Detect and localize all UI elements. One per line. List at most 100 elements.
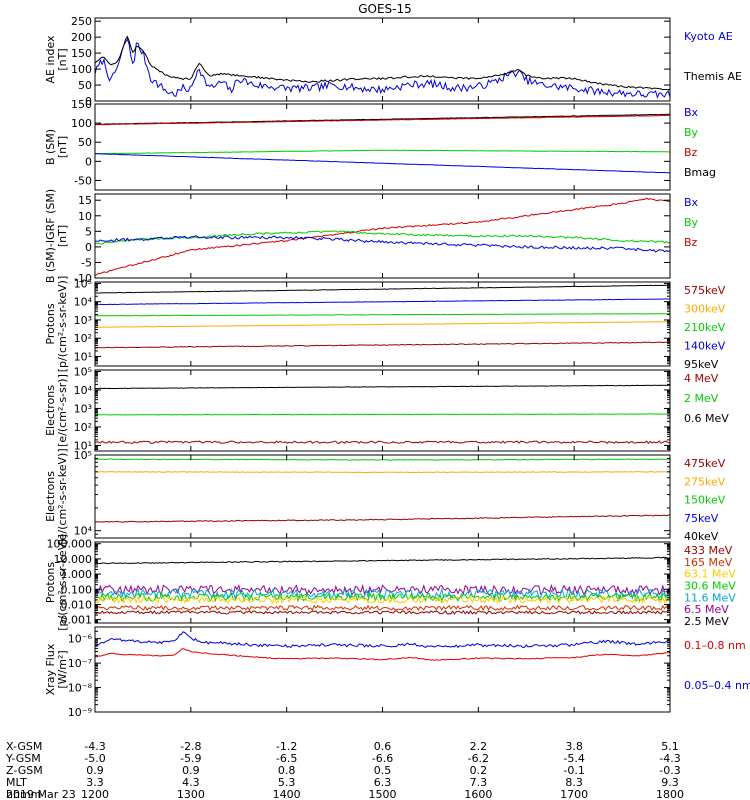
series-protons2-1 <box>95 583 670 596</box>
panel-bsm: -50 0 50 100 150 B (SM) [nT] Bx By Bz Bmag <box>44 98 716 191</box>
legend-entry: Kyoto AE <box>684 30 733 43</box>
y-tick-label: 150 <box>71 47 92 60</box>
legend-entry: 275keV <box>684 475 726 488</box>
xaxis-value: -4.3 <box>659 752 680 765</box>
legend-entry: Bz <box>684 146 698 159</box>
y-tick-label: 10² <box>74 332 92 345</box>
xaxis-value: -2.8 <box>180 740 201 753</box>
legend-entry: Bx <box>684 196 699 209</box>
panel-protons1: 10¹ 10² 10³ 10⁴ 10⁵ Protons [p/(cm²-s-sr-keV)]… <box>44 276 726 373</box>
y-tick-label: 10⁴ <box>74 384 93 397</box>
xaxis-value: 1800 <box>656 788 684 800</box>
xaxis-value: 5.3 <box>278 776 296 789</box>
legend-entry: 140keV <box>684 340 726 353</box>
y-axis-unit: [p/(cm²-s-sr-keV)] <box>56 534 69 631</box>
y-axis-unit: [nT] <box>56 48 69 70</box>
legend-entry: By <box>684 216 699 229</box>
xaxis-value: 9.3 <box>661 776 679 789</box>
series-protons1-4 <box>95 341 670 349</box>
panel-bigrf: -10 -5 0 5 10 15 B (SM)-IGRF (SM) [nT] Bx By Bz <box>44 189 699 285</box>
series-protons2-0 <box>95 556 670 565</box>
xaxis-value: 1700 <box>560 788 588 800</box>
y-tick-label: 10³ <box>74 402 92 415</box>
legend-entry: By <box>684 126 699 139</box>
xaxis-value: 0.5 <box>374 764 392 777</box>
y-tick-label: 0.001 <box>61 614 93 627</box>
xaxis-value: -5.9 <box>180 752 201 765</box>
xaxis-value: 1200 <box>81 788 109 800</box>
y-tick-label: 5 <box>85 225 92 238</box>
series-protons2-6 <box>95 609 670 615</box>
panel-frame <box>94 541 671 624</box>
panel-frame <box>94 454 671 539</box>
panel-frame <box>94 281 671 367</box>
y-tick-label: 10⁵ <box>74 365 92 378</box>
y-tick-label: 10³ <box>74 314 92 327</box>
xaxis-value: -5.0 <box>84 752 105 765</box>
legend-entry: 95keV <box>684 358 719 371</box>
y-tick-label: 10² <box>74 421 92 434</box>
y-tick-label: 0.100 <box>61 583 93 596</box>
y-tick-label: 10.000 <box>54 553 93 566</box>
xaxis-value: 6.3 <box>374 776 392 789</box>
y-tick-label: 10⁻⁹ <box>68 706 92 719</box>
xaxis-value: 5.1 <box>661 740 679 753</box>
y-tick-label: 10¹ <box>74 439 92 452</box>
xaxis-value: -6.6 <box>372 752 393 765</box>
xaxis-row-label: Z-GSM <box>6 764 43 777</box>
xaxis-value: 0.8 <box>278 764 296 777</box>
legend-entry: 0.6 MeV <box>684 412 729 425</box>
y-tick-label: 100 <box>71 63 92 76</box>
y-axis-unit: [p/(cm²-s-sr-keV)] <box>56 276 69 373</box>
legend-entry: 11.6 MeV <box>684 591 736 604</box>
y-tick-label: 0.010 <box>61 598 93 611</box>
legend-entry: 30.6 MeV <box>684 580 736 593</box>
panel-xray: 10⁻⁹ 10⁻⁸ 10⁻⁷ 10⁻⁶ Xray Flux [W/m²] 0.1–0.8 n… <box>44 626 750 719</box>
series-bsm-0 <box>95 113 670 125</box>
y-axis-label: Protons <box>44 303 57 344</box>
y-axis-label: B (SM)-IGRF (SM) <box>44 189 57 283</box>
y-axis-label: Electrons <box>44 471 57 522</box>
y-tick-label: 0 <box>85 241 92 254</box>
series-protons1-1 <box>95 298 670 306</box>
series-electrons2-1 <box>95 470 670 474</box>
series-protons1-2 <box>95 313 670 317</box>
xaxis-row-label: hhmm <box>6 788 41 800</box>
xaxis-value: -4.3 <box>84 740 105 753</box>
legend-entry: 4 MeV <box>684 372 719 385</box>
xaxis-value: 0.9 <box>182 764 200 777</box>
y-tick-label: -50 <box>74 174 92 187</box>
legend-entry: Themis AE <box>683 70 742 83</box>
xaxis-value: 2.2 <box>470 740 488 753</box>
xaxis-value: -0.3 <box>659 764 680 777</box>
y-tick-label: 10⁵ <box>74 449 92 462</box>
series-ae-0 <box>95 37 670 99</box>
legend-entry: 75keV <box>684 512 719 525</box>
y-tick-label: 10⁴ <box>74 525 93 538</box>
legend-entry: Bz <box>684 236 698 249</box>
y-axis-unit: [nT] <box>56 225 69 247</box>
panel-frame <box>94 369 671 452</box>
xaxis-row-label: X-GSM <box>6 740 42 753</box>
legend-entry: 150keV <box>684 494 726 507</box>
legend-entry: 0.05–0.4 nm <box>684 679 750 692</box>
series-electrons2-2 <box>95 514 670 523</box>
series-electrons1-1 <box>95 413 670 416</box>
legend-entry: 433 MeV <box>684 544 733 557</box>
legend-entry: 6.5 MeV <box>684 603 729 616</box>
legend-entry: 300keV <box>684 303 726 316</box>
xaxis-value: 1600 <box>464 788 492 800</box>
panel-electrons2: 10⁴ 10⁵ Electrons [e/(cm²-s-sr-keV)] 475keV 2… <box>44 448 726 544</box>
plot-title: GOES-15 <box>358 2 412 16</box>
y-tick-label: 10⁵ <box>74 277 92 290</box>
xaxis-row-label: MLT <box>6 776 27 789</box>
xaxis-value: 7.3 <box>470 776 488 789</box>
legend-entry: 2.5 MeV <box>684 615 729 628</box>
legend-entry: 475keV <box>684 457 726 470</box>
series-ae-1 <box>95 35 670 91</box>
legend-entry: Bmag <box>684 166 716 179</box>
y-tick-label: 250 <box>71 15 92 28</box>
y-axis-label: AE index <box>44 35 57 84</box>
y-axis-unit: [W/m²] <box>56 650 69 688</box>
